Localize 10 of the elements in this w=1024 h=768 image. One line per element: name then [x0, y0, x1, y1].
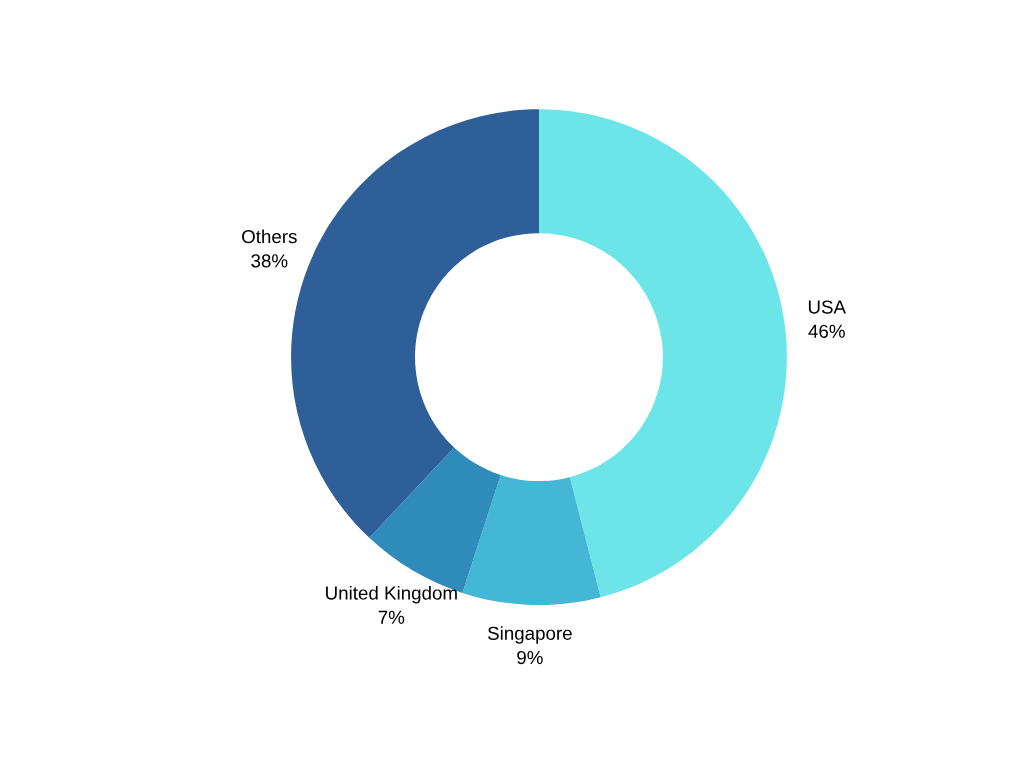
slice-label: United Kingdom — [326, 585, 457, 604]
donut-slice — [462, 475, 601, 606]
slice-label: Singapore — [487, 626, 572, 644]
data-label: 38% — [251, 254, 288, 268]
data-label: 46% — [808, 324, 845, 338]
data-label: 9% — [517, 650, 543, 665]
donut-slice — [538, 109, 787, 598]
slice-label: USA — [808, 300, 846, 314]
slice-label: Others — [242, 229, 297, 244]
data-label: 7% — [378, 610, 405, 624]
